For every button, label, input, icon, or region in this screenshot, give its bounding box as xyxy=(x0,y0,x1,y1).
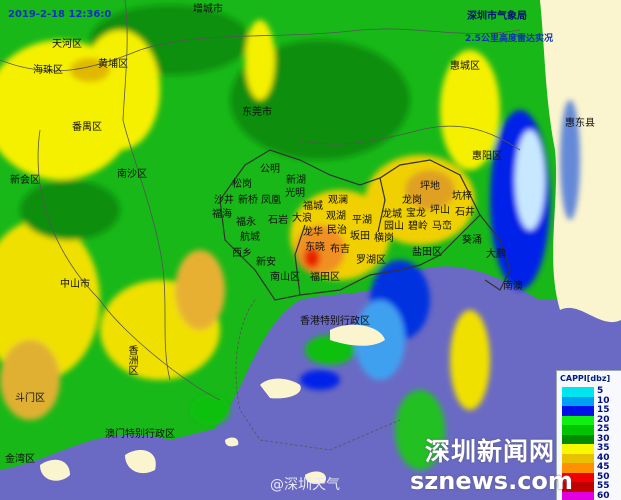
place-label: 罗湖区 xyxy=(356,255,386,266)
legend-value: 15 xyxy=(597,405,610,415)
place-label: 坂田 xyxy=(350,231,370,242)
place-label: 马峦 xyxy=(432,221,452,232)
land-no-echo xyxy=(540,0,621,323)
place-label: 新会区 xyxy=(10,175,40,186)
legend-swatch xyxy=(562,415,594,426)
legend-swatch xyxy=(562,472,594,483)
place-label: 香洲区 xyxy=(126,345,137,375)
place-label: 天河区 xyxy=(52,39,82,50)
place-label: 澳门特别行政区 xyxy=(105,429,175,440)
place-label: 增城市 xyxy=(193,4,223,15)
legend-swatch xyxy=(562,453,594,464)
legend-swatch xyxy=(562,463,594,473)
legend-swatch xyxy=(562,444,594,454)
place-label: 新湖 xyxy=(286,175,306,186)
sea-area xyxy=(200,266,621,500)
agency-title: 深圳市气象局 xyxy=(467,11,527,22)
place-label: 航城 xyxy=(240,232,260,243)
place-label: 福永 xyxy=(236,217,256,228)
place-label: 黄埔区 xyxy=(98,59,128,70)
place-label: 惠城区 xyxy=(450,61,480,72)
place-label: 松岗 xyxy=(232,179,252,190)
place-label: 大浪 xyxy=(292,213,312,224)
legend-swatch xyxy=(562,425,594,435)
place-label: 大鹏 xyxy=(486,249,506,260)
legend-value: 55 xyxy=(597,481,610,491)
place-label: 凤凰 xyxy=(261,195,281,206)
timestamp: 2019-2-18 12:36:0 xyxy=(8,9,112,20)
place-label: 惠东县 xyxy=(565,118,595,129)
weibo-watermark: @深圳天气 xyxy=(270,477,340,493)
place-label: 民治 xyxy=(327,225,347,236)
place-label: 宝龙 xyxy=(406,208,426,219)
legend-value: 30 xyxy=(597,433,610,444)
place-label: 南沙区 xyxy=(117,169,147,180)
place-label: 西乡 xyxy=(232,248,252,259)
legend-swatch xyxy=(562,396,594,407)
place-label: 葵涌 xyxy=(462,235,482,246)
echo-blobs xyxy=(0,5,580,470)
place-label: 福田区 xyxy=(310,272,340,283)
site-watermark-cn: 深圳新闻网 xyxy=(425,437,556,466)
legend-swatch xyxy=(562,406,594,416)
legend-value: 20 xyxy=(597,414,610,425)
place-label: 新安 xyxy=(256,257,276,268)
legend-value: 5 xyxy=(597,386,604,396)
place-label: 东晓 xyxy=(305,242,325,253)
place-label: 中山市 xyxy=(60,279,90,290)
place-label: 南山区 xyxy=(270,272,300,283)
place-label: 公明 xyxy=(260,164,280,175)
dbz-legend: CAPPI[dbz] 5 10 15 20 25 30 35 40 45 50 55 60 xyxy=(556,370,621,500)
place-label: 盐田区 xyxy=(412,247,442,258)
place-label: 新桥 xyxy=(238,195,258,206)
place-label: 坪地 xyxy=(420,181,440,192)
place-label: 龙城 xyxy=(382,209,402,220)
place-label: 平湖 xyxy=(352,215,372,226)
site-watermark: sznews.com xyxy=(410,467,573,495)
place-label: 惠阳区 xyxy=(472,151,502,162)
product-subtitle: 2.5公里高度雷达实况 xyxy=(465,34,553,44)
place-label: 坑梓 xyxy=(452,191,472,202)
place-label: 沙井 xyxy=(214,195,234,206)
place-label: 横岗 xyxy=(374,233,394,244)
legend-value: 35 xyxy=(597,443,610,453)
legend-value: 25 xyxy=(597,424,610,434)
legend-value: 45 xyxy=(597,462,610,472)
boundaries xyxy=(219,149,511,301)
legend-swatch xyxy=(562,491,594,500)
place-label: 园山 xyxy=(384,221,404,232)
place-label: 观澜 xyxy=(328,195,348,206)
legend-swatch xyxy=(562,387,594,397)
place-label: 龙岗 xyxy=(402,195,422,206)
place-label: 香港特别行政区 xyxy=(300,316,370,327)
place-label: 石岩 xyxy=(268,215,288,226)
place-label: 光明 xyxy=(285,188,305,199)
place-label: 坪山 xyxy=(430,205,450,216)
legend-value: 60 xyxy=(597,490,610,500)
place-label: 福城 xyxy=(303,201,323,212)
legend-swatch xyxy=(562,434,594,445)
legend-swatch xyxy=(562,482,594,492)
place-label: 南澳 xyxy=(503,281,523,292)
place-label: 碧岭 xyxy=(408,221,428,232)
legend-title: CAPPI[dbz] xyxy=(560,374,611,383)
islands xyxy=(40,324,385,484)
place-label: 番禺区 xyxy=(72,122,102,133)
place-label: 石井 xyxy=(455,207,475,218)
place-label: 斗门区 xyxy=(15,393,45,404)
legend-value: 50 xyxy=(597,471,610,482)
minor-boundaries xyxy=(0,0,521,451)
place-label: 龙华 xyxy=(303,227,323,238)
place-label: 布吉 xyxy=(330,244,350,255)
place-label: 海珠区 xyxy=(33,65,63,76)
place-label: 东莞市 xyxy=(242,107,272,118)
legend-value: 10 xyxy=(597,395,610,406)
place-label: 金湾区 xyxy=(5,454,35,465)
place-label: 观湖 xyxy=(326,211,346,222)
legend-value: 40 xyxy=(597,452,610,463)
place-label: 福海 xyxy=(212,209,232,220)
